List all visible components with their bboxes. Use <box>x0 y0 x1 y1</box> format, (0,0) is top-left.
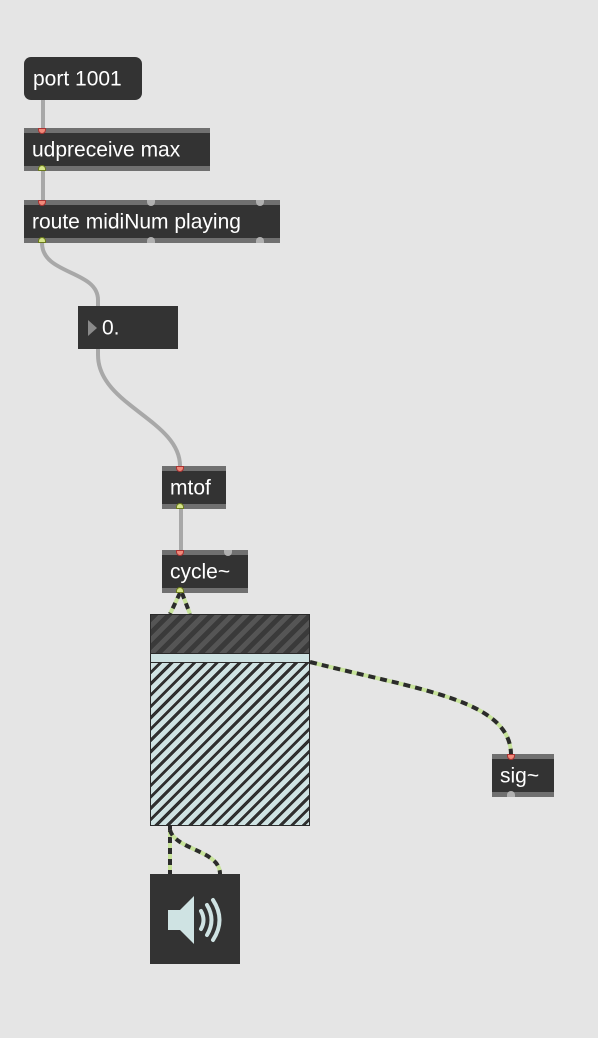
object-label: cycle~ <box>170 560 231 583</box>
cord-scope-to-dac <box>168 826 222 875</box>
cord-route-to-mtof <box>40 242 182 467</box>
inlet-port[interactable] <box>38 200 46 206</box>
inlet-port[interactable] <box>147 200 155 206</box>
number-box[interactable]: 0. <box>78 306 178 349</box>
object-mtof[interactable]: mtof <box>162 466 226 509</box>
object-cycle[interactable]: cycle~ <box>162 550 248 593</box>
object-label: sig~ <box>500 764 540 787</box>
inlet-port[interactable] <box>176 550 184 556</box>
outlet-port[interactable] <box>256 237 264 243</box>
outlet-port[interactable] <box>38 237 46 243</box>
scope-display[interactable] <box>150 614 310 826</box>
speaker-icon <box>168 896 222 944</box>
object-bottom-strip <box>492 792 554 797</box>
outlet-port[interactable] <box>38 165 46 171</box>
inlet-port[interactable] <box>256 200 264 206</box>
object-bottom-strip <box>162 588 248 593</box>
scope-band <box>151 653 309 663</box>
object-route[interactable]: route midiNum playing <box>24 200 280 243</box>
outlet-port[interactable] <box>176 587 184 593</box>
message-box-label: port 1001 <box>33 67 122 90</box>
number-box-value: 0. <box>102 316 120 339</box>
object-udpreceive[interactable]: udpreceive max <box>24 128 210 171</box>
object-bottom-strip <box>162 504 226 509</box>
object-bottom-strip <box>24 166 210 171</box>
outlet-port[interactable] <box>176 503 184 509</box>
object-top-strip <box>162 550 248 555</box>
outlet-port[interactable] <box>507 791 515 797</box>
object-label: route midiNum playing <box>32 210 241 233</box>
outlet-port[interactable] <box>147 237 155 243</box>
object-top-strip <box>24 128 210 133</box>
speaker-button[interactable] <box>150 874 240 964</box>
object-label: mtof <box>170 476 211 499</box>
object-sig[interactable]: sig~ <box>492 754 554 797</box>
object-top-strip <box>162 466 226 471</box>
object-top-strip <box>492 754 554 759</box>
cord-scope-to-sig <box>309 660 513 755</box>
inlet-port[interactable] <box>507 754 515 760</box>
inlet-port[interactable] <box>224 550 232 556</box>
message-box-port[interactable]: port 1001 <box>24 57 142 100</box>
object-label: udpreceive max <box>32 138 181 161</box>
scope-body <box>151 663 309 825</box>
triangle-icon <box>88 319 97 336</box>
inlet-port[interactable] <box>38 128 46 134</box>
cord-cycle-to-scope <box>168 592 192 615</box>
scope-header <box>151 615 309 653</box>
inlet-port[interactable] <box>176 466 184 472</box>
